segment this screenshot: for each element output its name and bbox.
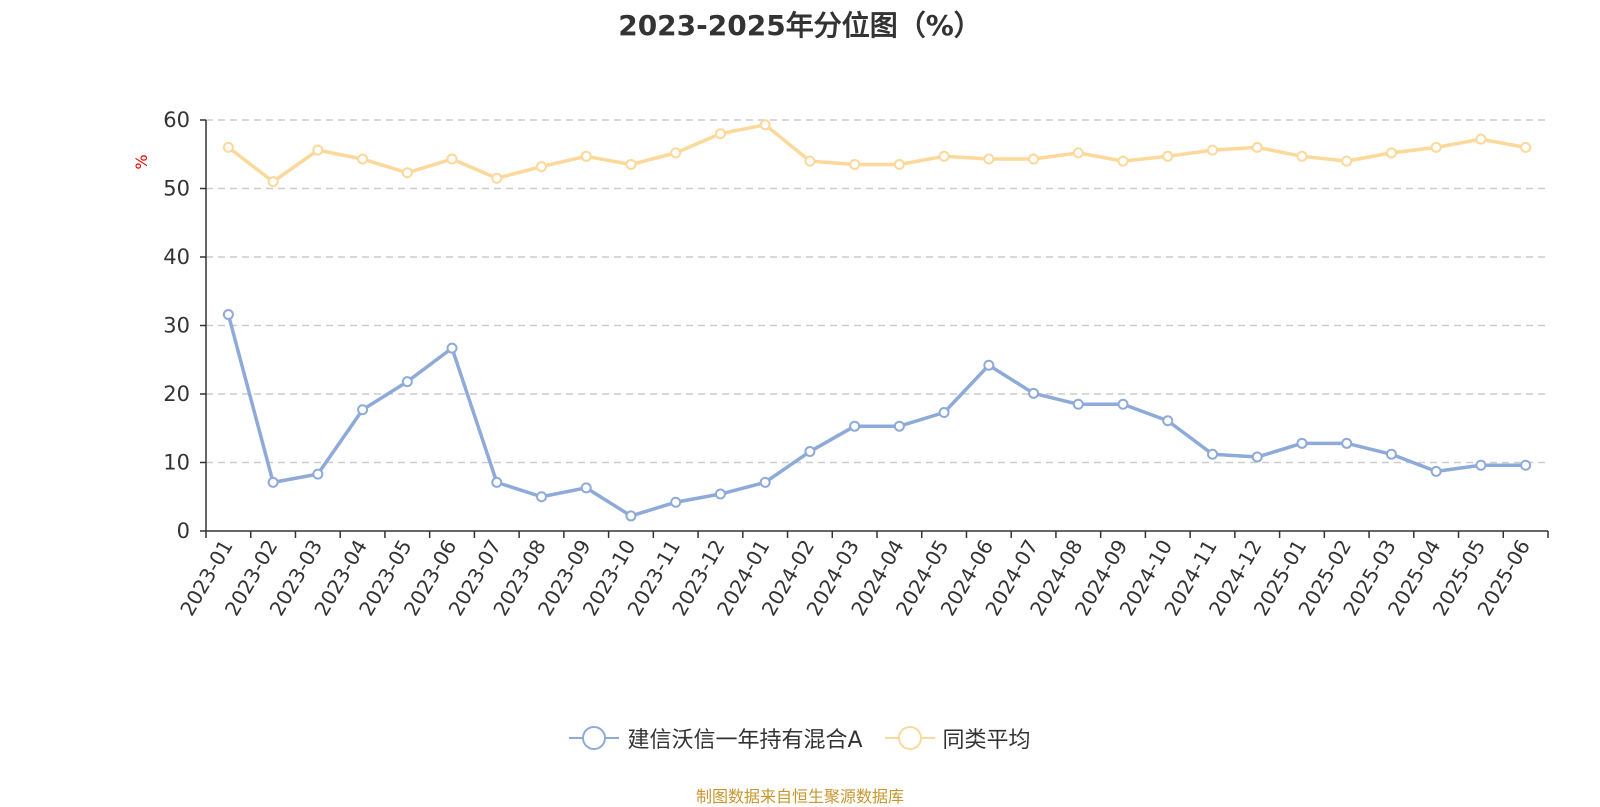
data-point <box>1162 150 1174 162</box>
data-point <box>804 155 816 167</box>
legend: 建信沃信一年持有混合A 同类平均 <box>0 722 1600 754</box>
data-point <box>1072 398 1084 410</box>
data-point <box>312 144 324 156</box>
data-point <box>1072 147 1084 159</box>
legend-marker-series-a-icon <box>569 726 620 750</box>
legend-circle-a <box>582 726 607 750</box>
data-point <box>670 496 682 508</box>
data-point <box>1117 398 1129 410</box>
data-point <box>401 167 413 179</box>
y-tick-label: 40 <box>163 245 190 269</box>
data-point <box>625 159 637 171</box>
data-point <box>491 476 503 488</box>
data-point <box>536 491 547 503</box>
data-point <box>267 176 279 188</box>
data-point <box>1296 150 1308 162</box>
data-point <box>401 376 413 388</box>
data-point <box>1162 415 1174 427</box>
data-point <box>1207 448 1218 460</box>
data-point <box>1520 141 1532 153</box>
y-tick-label: 20 <box>163 382 190 406</box>
data-point <box>938 406 950 418</box>
legend-item-series-a[interactable]: 建信沃信一年持有混合A <box>569 722 863 754</box>
series-line-1 <box>226 314 1526 518</box>
data-point <box>1296 437 1308 449</box>
data-point <box>714 128 726 140</box>
series-layer <box>222 119 1532 522</box>
data-point <box>625 510 637 522</box>
data-point <box>1430 141 1442 153</box>
data-point <box>893 159 905 171</box>
legend-label-series-b: 同类平均 <box>942 728 1031 753</box>
legend-marker-series-b-icon <box>884 726 935 750</box>
data-point <box>446 342 458 354</box>
y-tick-label: 10 <box>163 451 190 475</box>
data-point <box>222 141 234 153</box>
data-point <box>1341 437 1353 449</box>
data-point <box>759 119 771 131</box>
data-point <box>1520 459 1532 471</box>
data-point <box>670 147 682 159</box>
data-point <box>1028 153 1040 165</box>
legend-label-series-a: 建信沃信一年持有混合A <box>627 728 863 753</box>
legend-circle-b <box>897 726 922 750</box>
data-point <box>491 172 503 184</box>
data-point <box>1207 144 1218 156</box>
data-point <box>312 468 324 480</box>
data-point <box>357 153 369 165</box>
data-point <box>580 150 592 162</box>
data-point <box>938 150 950 162</box>
y-axis-unit-label: % <box>132 154 151 169</box>
data-point <box>446 153 458 165</box>
data-point <box>1475 133 1487 145</box>
data-point <box>1251 451 1263 463</box>
data-point <box>983 153 995 165</box>
source-note: 制图数据来自恒生聚源数据库 <box>695 787 904 806</box>
data-point <box>1385 147 1397 159</box>
data-point <box>1028 387 1040 399</box>
chart-title: 2023-2025年分位图（%） <box>618 9 982 42</box>
data-point <box>1117 155 1129 167</box>
data-point <box>714 488 726 500</box>
y-tick-label: 0 <box>177 519 190 543</box>
data-point <box>222 309 234 321</box>
series-line-2 <box>227 123 1526 184</box>
data-point <box>759 476 771 488</box>
data-point <box>1385 448 1397 460</box>
data-point <box>1430 465 1442 477</box>
legend-item-series-b[interactable]: 同类平均 <box>884 722 1031 754</box>
y-tick-label: 60 <box>163 108 190 132</box>
data-point <box>357 404 369 416</box>
data-point <box>804 446 816 458</box>
data-point <box>1341 155 1353 167</box>
y-tick-label: 30 <box>163 314 190 338</box>
y-tick-label: 50 <box>163 177 190 201</box>
data-point <box>983 359 995 371</box>
data-point <box>849 420 861 432</box>
grid-layer <box>206 119 1548 464</box>
data-point <box>1475 459 1487 471</box>
data-point <box>580 482 592 494</box>
data-point <box>893 420 905 432</box>
data-point <box>1251 141 1263 153</box>
data-point <box>267 476 279 488</box>
axis-layer: 01020304050602023-012023-022023-032023-0… <box>163 108 1549 620</box>
data-point <box>536 161 547 173</box>
data-point <box>849 159 861 171</box>
